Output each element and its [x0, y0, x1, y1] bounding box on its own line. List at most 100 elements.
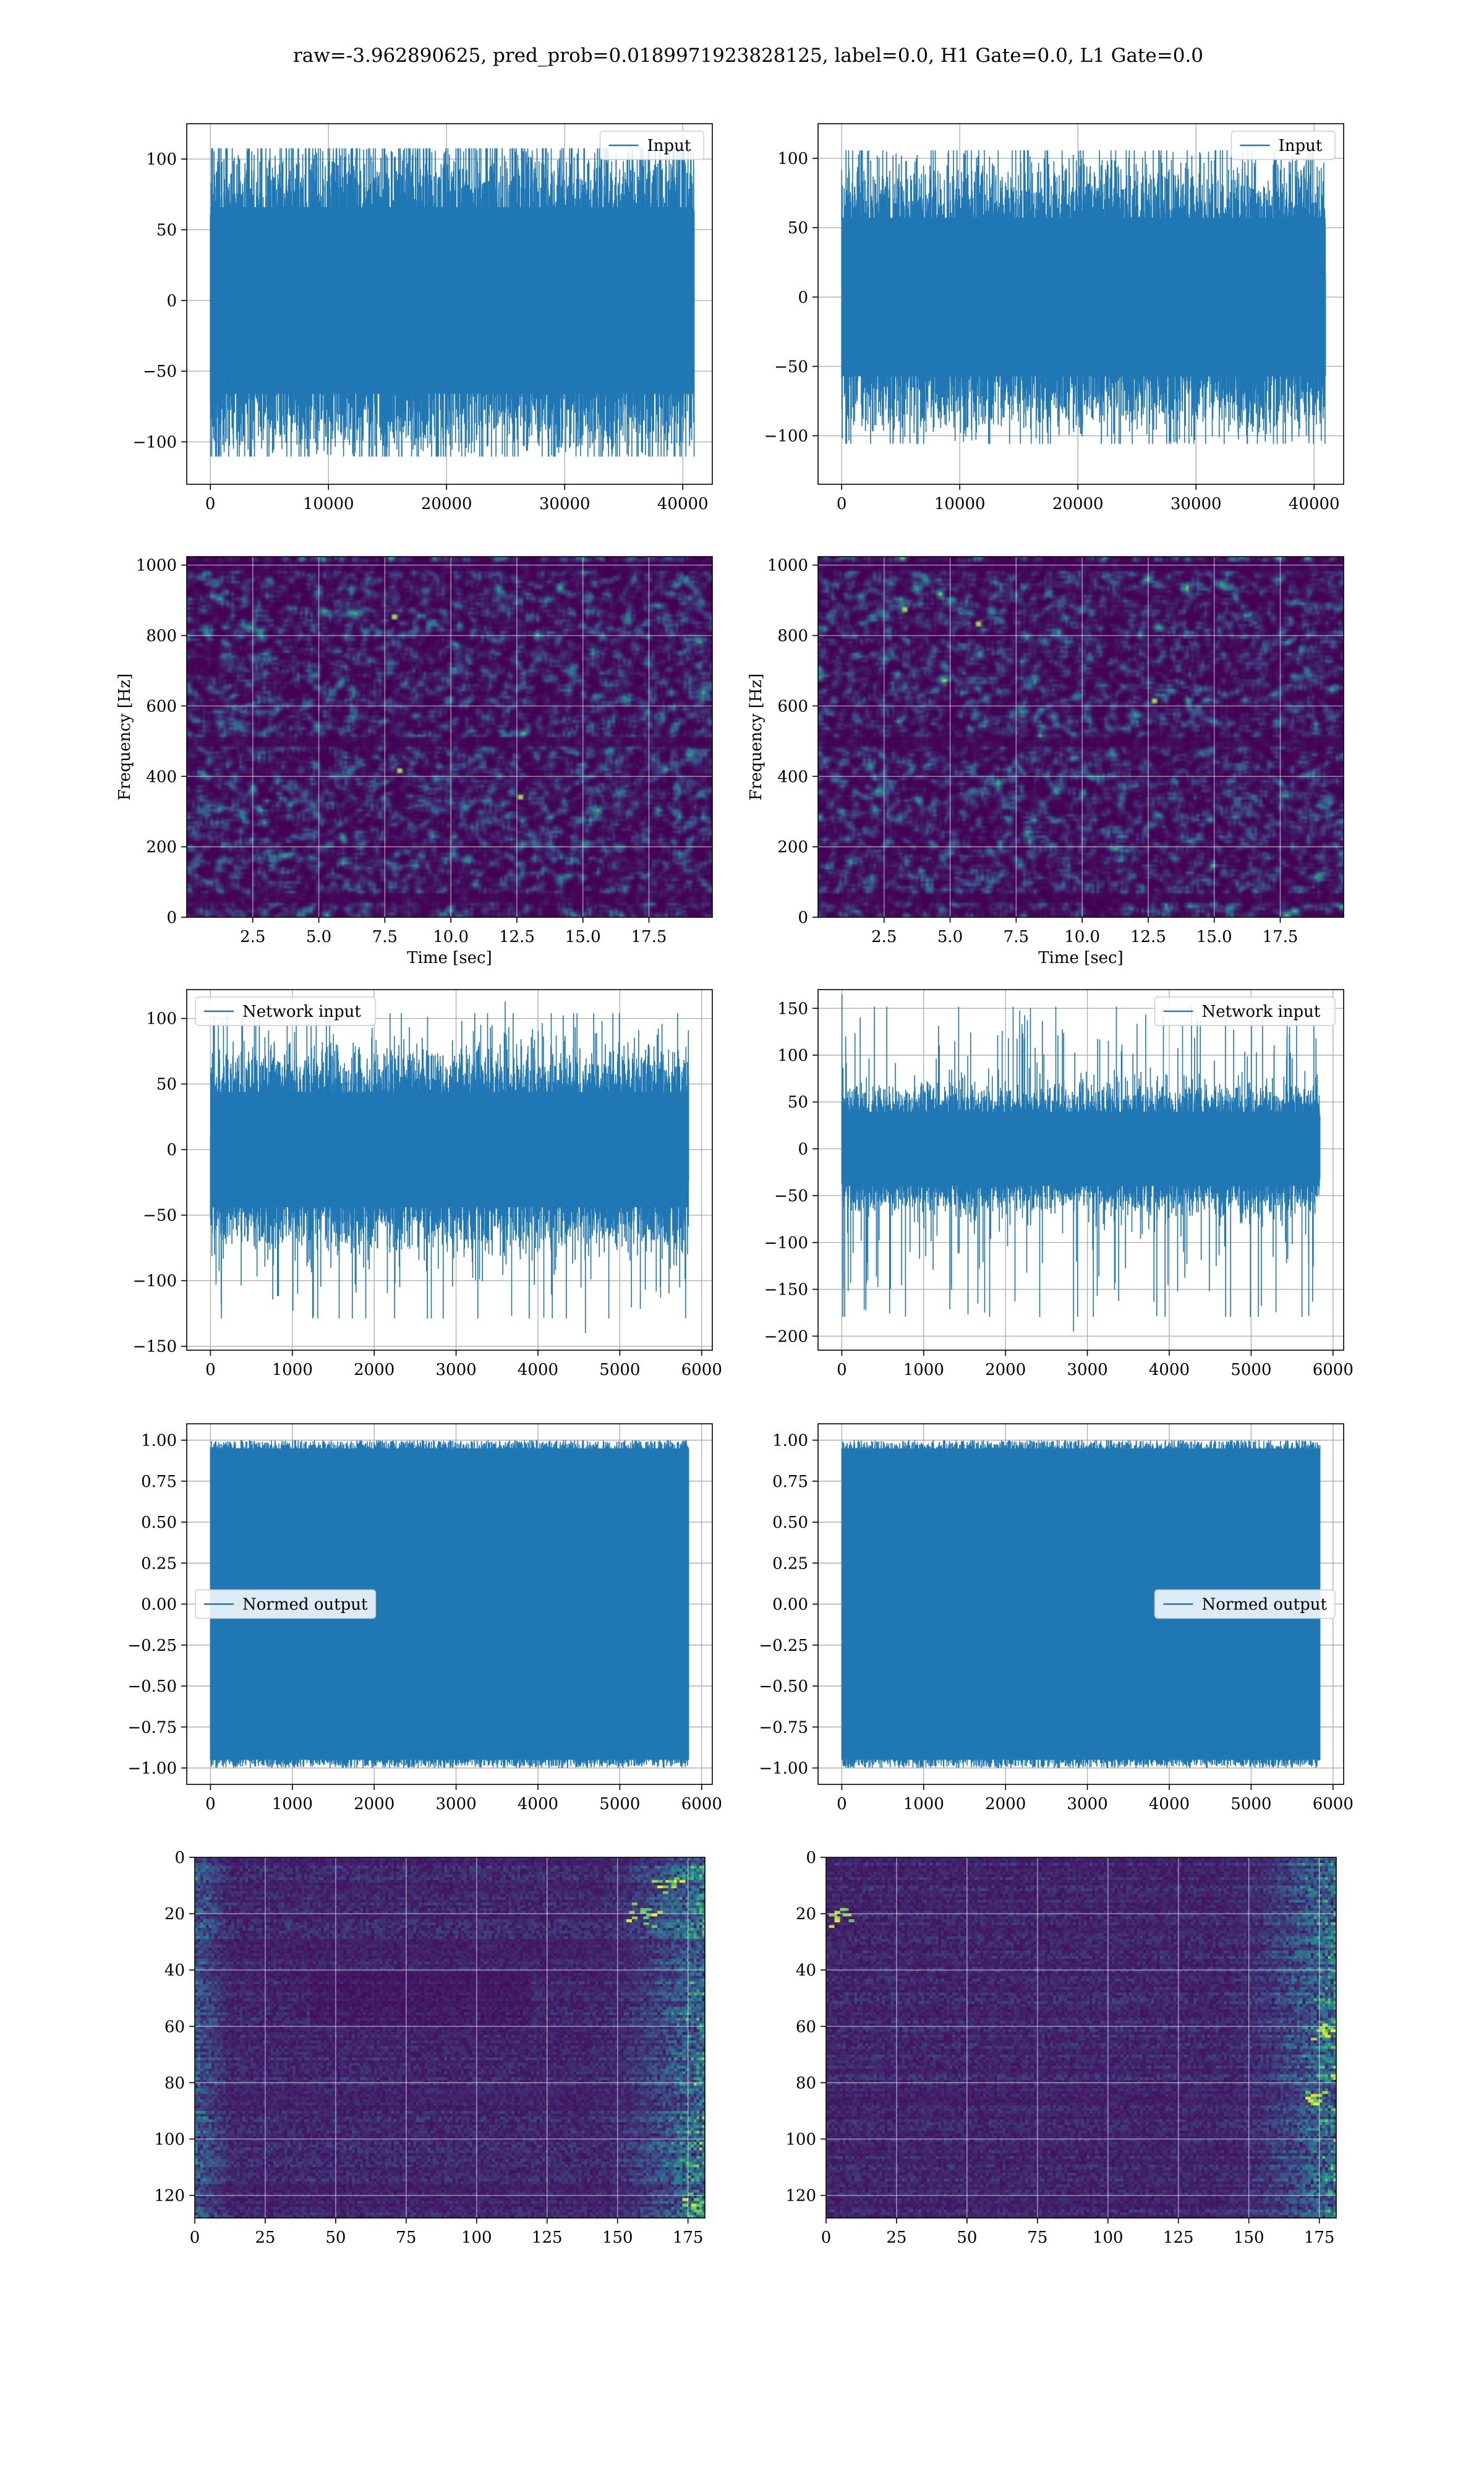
x-tick-label: 3000 — [1067, 1795, 1108, 1813]
y-tick-label: 0.00 — [772, 1596, 808, 1614]
y-tick-label: 50 — [156, 1076, 177, 1094]
x-tick-label: 1000 — [903, 1361, 944, 1379]
x-tick-label: 12.5 — [1130, 928, 1166, 946]
legend-label: Network input — [242, 1003, 361, 1021]
series-network-input — [841, 994, 1321, 1332]
series-trace — [210, 1001, 689, 1333]
x-axis-label: Time [sec] — [1038, 949, 1124, 967]
y-axis-label: Frequency [Hz] — [747, 674, 765, 801]
y-tick-label: 20 — [796, 1905, 816, 1924]
x-tick-label: 30000 — [539, 495, 591, 513]
x-tick-label: 5000 — [1230, 1795, 1271, 1813]
x-tick-label: 10000 — [303, 495, 354, 513]
x-tick-label: 2000 — [985, 1795, 1026, 1813]
y-tick-label: 400 — [777, 768, 808, 786]
x-tick-label: 3000 — [436, 1361, 477, 1379]
y-tick-label: −100 — [133, 433, 177, 452]
y-tick-label: 0 — [166, 292, 177, 310]
y-tick-label: 40 — [796, 1961, 816, 1980]
x-tick-label: 15.0 — [565, 928, 601, 946]
subplot-l1-spectrogram: 2.5 5.0 7.5 10.0 12.5 15.0 17.5 0 200 400 600 800 10… — [747, 556, 1344, 967]
y-tick-label: 20 — [164, 1905, 185, 1924]
x-tick-label: 25 — [886, 2228, 906, 2247]
x-tick-label: 100 — [1093, 2228, 1124, 2247]
y-tick-label: 120 — [785, 2187, 816, 2206]
subplot-h1-feature-map: 0 25 50 75 100 125 150 175 0 20 40 60 80 100 120 — [154, 1849, 706, 2247]
x-tick-label: 0 — [205, 1361, 216, 1379]
y-tick-label: 100 — [154, 2130, 185, 2149]
x-tick-label: 17.5 — [631, 928, 667, 946]
y-tick-label: 50 — [156, 221, 177, 239]
y-tick-label: 40 — [164, 1961, 185, 1980]
y-tick-label: 0.00 — [141, 1596, 177, 1614]
axes-frame — [817, 123, 1344, 485]
y-tick-label: 100 — [777, 1047, 808, 1065]
y-tick-label: 80 — [164, 2074, 185, 2092]
x-tick-label: 17.5 — [1263, 928, 1298, 946]
x-tick-label: 3000 — [436, 1795, 477, 1813]
y-tick-label: −0.75 — [127, 1718, 177, 1737]
y-tick-label: 150 — [777, 999, 808, 1018]
x-tick-label: 7.5 — [372, 928, 398, 946]
x-tick-label: 10000 — [934, 495, 986, 513]
subplot-l1-feature-map: 0 25 50 75 100 125 150 175 0 20 40 60 80 100 120 — [785, 1849, 1337, 2247]
subplot-h1-normed-output: 0 1000 2000 3000 4000 5000 6000 −1.00 −0.75 −0.50… — [127, 1423, 722, 1813]
x-tick-label: 2.5 — [871, 928, 897, 946]
legend-box — [195, 1589, 377, 1619]
y-tick-label: 0.25 — [141, 1554, 177, 1573]
y-tick-label: 0 — [806, 1849, 816, 1867]
x-tick-label: 6000 — [1313, 1795, 1354, 1813]
subplot-h1-network-input: 0 1000 2000 3000 4000 5000 6000 −150 −100 −50 0 50 1… — [133, 989, 722, 1379]
legend-box — [1154, 996, 1336, 1026]
y-tick-label: 50 — [788, 219, 808, 238]
x-tick-label: 0 — [205, 1795, 216, 1813]
axes-frame — [817, 1423, 1344, 1785]
y-tick-label: −0.50 — [759, 1677, 808, 1696]
y-tick-label: 0.75 — [772, 1473, 808, 1491]
x-tick-label: 50 — [325, 2228, 346, 2247]
y-tick-label: 1.00 — [772, 1432, 808, 1450]
legend-box — [1154, 1589, 1336, 1619]
x-tick-label: 4000 — [518, 1361, 558, 1379]
y-tick-label: −0.50 — [127, 1677, 177, 1696]
x-tick-label: 0 — [837, 495, 847, 513]
x-tick-label: 6000 — [681, 1795, 722, 1813]
y-tick-label: −150 — [133, 1338, 177, 1356]
y-tick-label: −0.25 — [127, 1637, 177, 1655]
subplot-l1-normed-output: 0 1000 2000 3000 4000 5000 6000 −1.00 −0.75 −0.50… — [759, 1423, 1354, 1813]
y-tick-label: 200 — [777, 838, 808, 857]
legend-box — [195, 996, 377, 1026]
y-tick-label: −0.75 — [759, 1718, 808, 1737]
series-trace — [841, 994, 1321, 1332]
y-tick-label: −50 — [143, 362, 177, 381]
y-tick-label: −100 — [764, 427, 808, 446]
grid-lines — [818, 557, 1344, 918]
x-tick-label: 150 — [1234, 2228, 1264, 2247]
x-tick-label: 4000 — [1149, 1361, 1190, 1379]
x-tick-label: 125 — [532, 2228, 563, 2247]
x-tick-label: 50 — [957, 2228, 977, 2247]
x-axis-label: Time [sec] — [407, 949, 492, 967]
feature-map-image — [195, 1857, 705, 2218]
y-tick-label: −50 — [774, 1187, 808, 1205]
y-tick-label: 0.25 — [772, 1554, 808, 1573]
subplot-h1-spectrogram: 2.5 5.0 7.5 10.0 12.5 15.0 17.5 0 200 400 600 800 10… — [116, 556, 713, 967]
x-tick-label: 5000 — [1230, 1361, 1271, 1379]
x-tick-label: 3000 — [1067, 1361, 1108, 1379]
y-tick-label: −50 — [143, 1207, 177, 1225]
subplot-h1-input: 0 10000 20000 30000 40000 −100 −50 0 50 100 Input — [133, 123, 713, 513]
y-tick-label: 1.00 — [141, 1432, 177, 1450]
legend-box — [1230, 131, 1336, 160]
x-tick-label: 4000 — [518, 1795, 558, 1813]
x-tick-label: 12.5 — [499, 928, 535, 946]
legend-box — [599, 131, 704, 160]
grid-lines — [187, 557, 712, 918]
x-tick-label: 1000 — [272, 1795, 313, 1813]
x-tick-label: 0 — [837, 1361, 847, 1379]
x-tick-label: 25 — [255, 2228, 275, 2247]
y-tick-label: 0.50 — [772, 1513, 808, 1532]
y-tick-label: −100 — [764, 1234, 808, 1252]
axes-frame — [186, 123, 713, 485]
x-tick-label: 0 — [837, 1795, 847, 1813]
